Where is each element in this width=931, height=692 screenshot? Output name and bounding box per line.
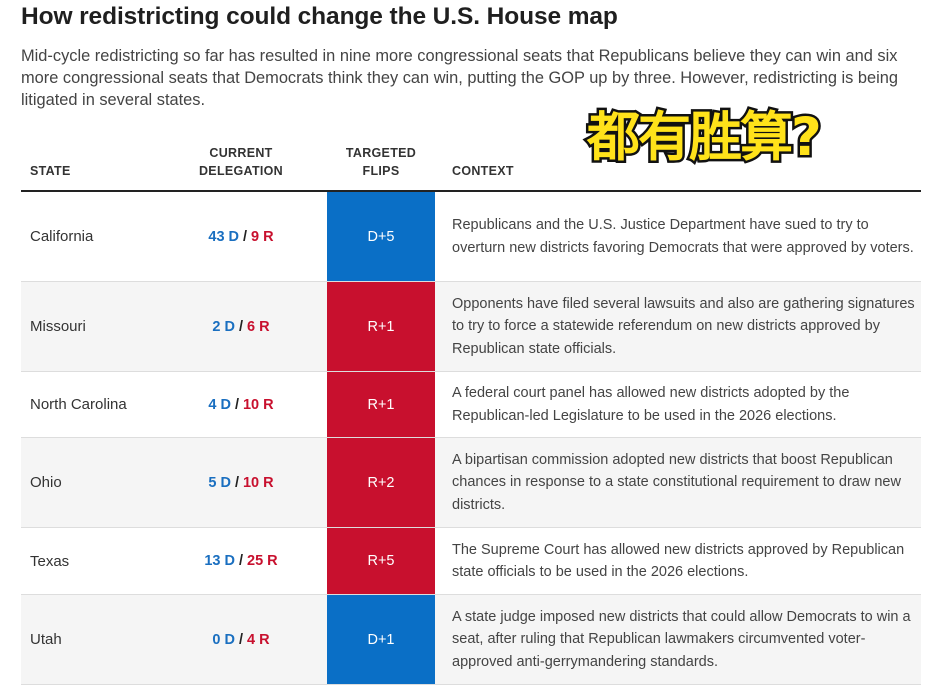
column-header-flips-line1: TARGETED [345, 146, 417, 160]
context-text: A bipartisan commission adopted new dist… [452, 451, 901, 513]
rep-seats: 10 R [242, 474, 274, 491]
dem-seats: 13 D [204, 553, 235, 569]
targeted-flips-badge: R+2 [327, 438, 435, 527]
state-name: Missouri [30, 318, 86, 335]
table-row-texas: Texas 13 D/25 R R+5 The Supreme Court ha… [21, 528, 921, 595]
rep-seats: 6 R [247, 318, 270, 335]
overlay-caption: 都有胜算? [585, 105, 825, 171]
column-header-delegation-line1: CURRENT [209, 146, 273, 160]
state-name: Texas [30, 552, 70, 570]
targeted-flips-badge: D+5 [327, 192, 435, 281]
page-subtitle: Mid-cycle redistricting so far has resul… [21, 47, 899, 109]
delegation-separator: / [234, 474, 239, 491]
column-header-flips: TARGETED FLIPS [327, 144, 435, 180]
delegation-separator: / [243, 228, 248, 245]
state-name: North Carolina [30, 396, 127, 413]
state-name: Utah [30, 631, 62, 648]
targeted-flips-badge: R+1 [327, 372, 435, 437]
table-row-ohio: Ohio 5 D/10 R R+2 A bipartisan commissio… [21, 438, 921, 528]
delegation-separator: / [238, 318, 244, 335]
table-row-missouri: Missouri 2 D/6 R R+1 Opponents have file… [21, 282, 921, 372]
targeted-flips-badge: R+1 [327, 282, 435, 371]
state-name: California [30, 228, 94, 245]
table-header: STATE CURRENT DELEGATION TARGETED FLIPS … [21, 140, 921, 192]
dem-seats: 0 D [212, 631, 235, 648]
delegation: 5 D/10 R [191, 438, 291, 527]
delegation: 43 D/9 R [191, 192, 291, 281]
rep-seats: 25 R [247, 553, 278, 569]
context-text: A federal court panel has allowed new di… [452, 385, 850, 424]
rep-seats: 4 R [247, 631, 270, 648]
table-row-north-carolina: North Carolina 4 D/10 R R+1 A federal co… [21, 372, 921, 438]
page-title: How redistricting could change the U.S. … [21, 3, 618, 30]
dem-seats: 4 D [208, 396, 231, 413]
rep-seats: 10 R [242, 396, 274, 413]
context-text: The Supreme Court has allowed new distri… [452, 541, 905, 581]
state-name: Ohio [30, 474, 62, 491]
targeted-flips-badge: R+5 [327, 528, 435, 594]
delegation-separator: / [238, 631, 244, 648]
dem-seats: 5 D [208, 474, 231, 491]
column-header-delegation-line2: DELEGATION [198, 164, 284, 178]
dem-seats: 2 D [212, 318, 235, 335]
delegation: 0 D/4 R [191, 595, 291, 684]
delegation-separator: / [238, 553, 244, 569]
table-row-utah: Utah 0 D/4 R D+1 A state judge imposed n… [21, 595, 921, 685]
table-row-california: California 43 D/9 R D+5 Republicans and … [21, 192, 921, 282]
column-header-flips-line2: FLIPS [362, 164, 400, 178]
column-header-state: STATE [30, 164, 71, 178]
delegation-separator: / [234, 396, 239, 413]
context-text: A state judge imposed new districts that… [452, 608, 911, 670]
column-header-context: CONTEXT [452, 164, 514, 178]
delegation: 4 D/10 R [191, 372, 291, 437]
dem-seats: 43 D [208, 228, 240, 245]
column-header-delegation: CURRENT DELEGATION [191, 144, 291, 180]
context-text: Republicans and the U.S. Justice Departm… [452, 217, 914, 256]
rep-seats: 9 R [251, 228, 274, 245]
targeted-flips-badge: D+1 [327, 595, 435, 684]
delegation: 13 D/25 R [191, 528, 291, 594]
delegation: 2 D/6 R [191, 282, 291, 371]
context-text: Opponents have filed several lawsuits an… [452, 295, 915, 357]
